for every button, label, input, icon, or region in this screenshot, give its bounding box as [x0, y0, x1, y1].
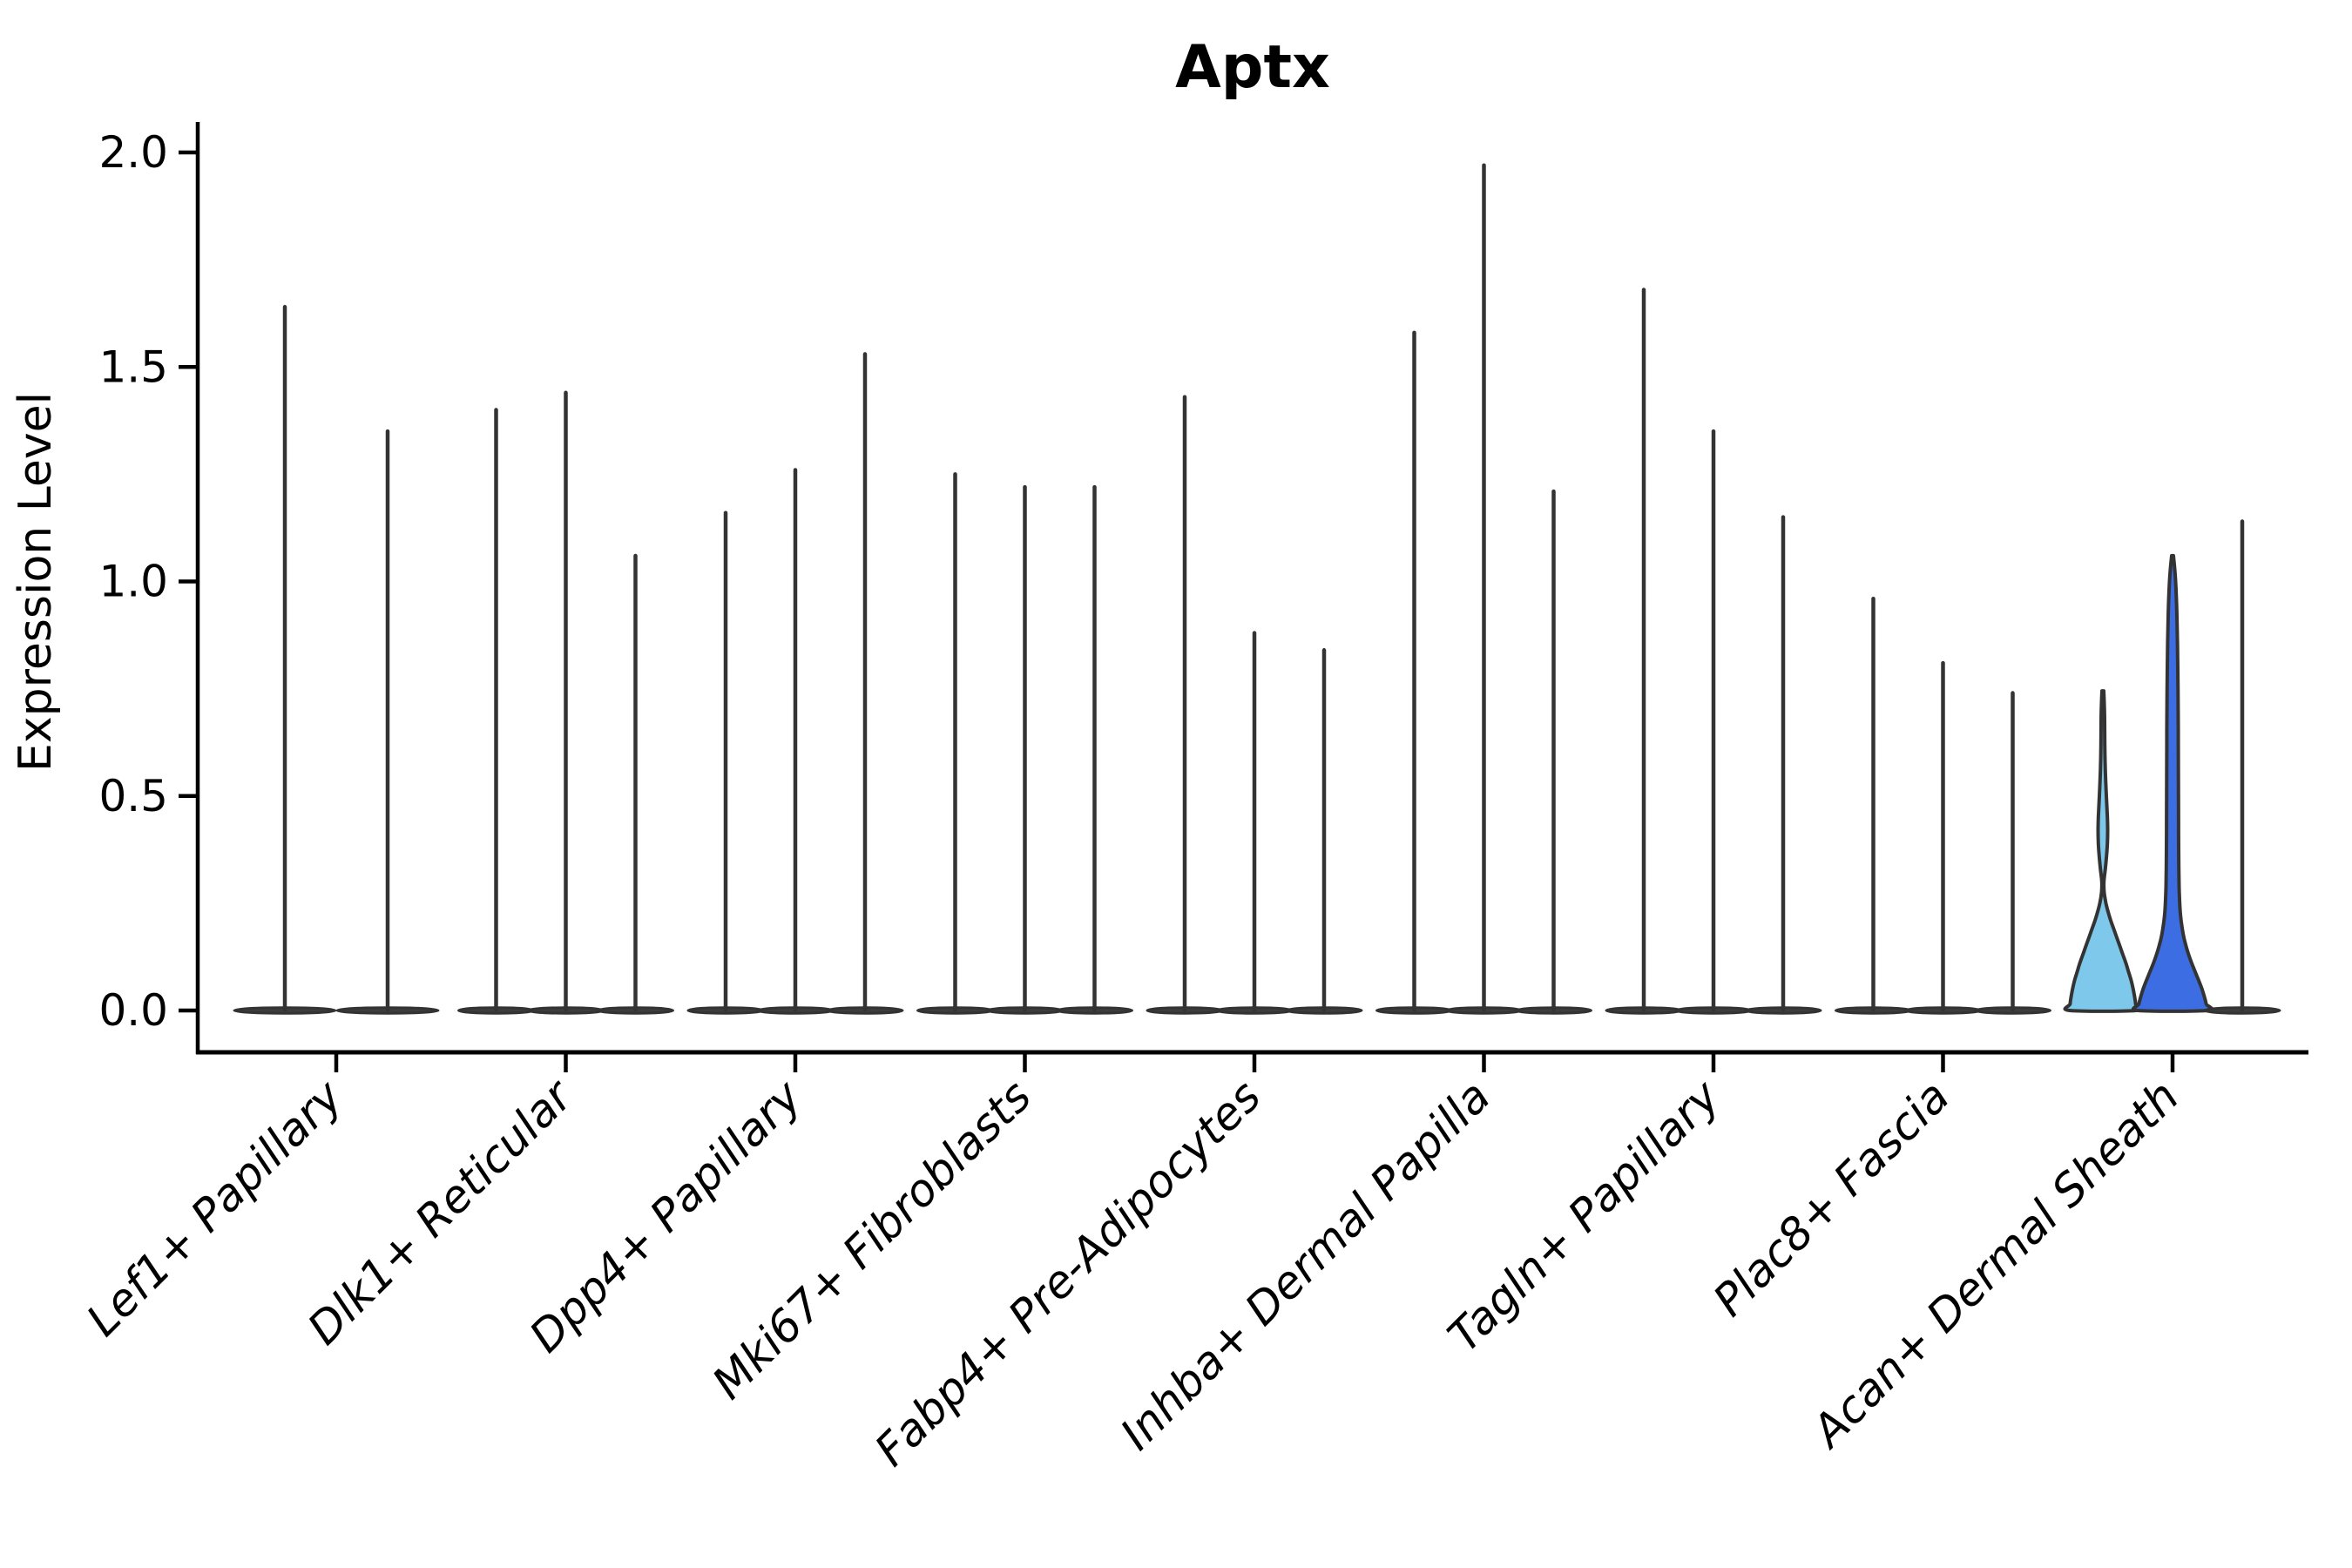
violin-body — [2063, 689, 2143, 1013]
y-tick-label: 0.5 — [98, 771, 168, 821]
x-tick-label: Acan+ Dermal Sheath — [1801, 1071, 2189, 1458]
chart-title: Aptx — [1175, 33, 1330, 102]
violin-body — [2131, 553, 2214, 1013]
x-tick-label: Plac8+ Fascia — [1704, 1071, 1960, 1327]
y-tick-label: 1.5 — [98, 341, 168, 392]
y-axis-label: Expression Level — [10, 392, 62, 772]
y-tick-label: 2.0 — [98, 127, 168, 178]
y-tick-label: 0.0 — [98, 985, 168, 1036]
y-tick-label: 1.0 — [98, 557, 168, 607]
x-tick-label: Fabp4+ Pre-Adipocytes — [866, 1071, 1272, 1477]
violins-layer — [233, 163, 2281, 1015]
x-tick-label: Inhba+ Dermal Papilla — [1112, 1071, 1501, 1460]
